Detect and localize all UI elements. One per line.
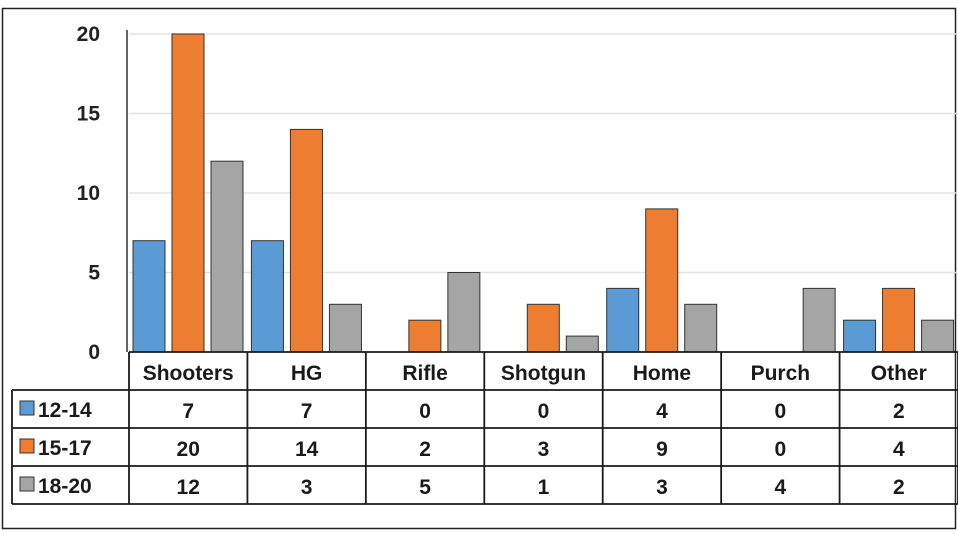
y-axis: 0 5 10 15 20 (77, 23, 128, 364)
table-cell-value: 4 (775, 476, 787, 499)
bar (171, 33, 205, 353)
bar (289, 128, 323, 353)
legend-key (19, 438, 35, 454)
bar (328, 303, 362, 353)
table-cell-value: 3 (538, 438, 550, 461)
category-label: Shooters (143, 362, 234, 385)
data-table: Shooters HG Rifle Shotgun Home Purch Other 12-1… (11, 351, 958, 505)
table-cell-value: 0 (775, 438, 787, 461)
table-cell-value: 2 (893, 476, 905, 499)
table-cell-value: 1 (538, 476, 550, 499)
bar (447, 272, 481, 353)
legend-key (19, 476, 35, 492)
table-cell-value: 3 (656, 476, 668, 499)
y-tick-label: 20 (77, 23, 100, 46)
y-tick-label: 15 (77, 103, 101, 126)
bar (132, 240, 166, 353)
legend-key (19, 400, 35, 416)
table-cell-value: 14 (295, 438, 319, 461)
table-cell-value: 20 (177, 438, 200, 461)
table-cell-value: 0 (775, 400, 787, 423)
y-tick-label: 5 (88, 262, 100, 285)
table-cell-value: 7 (301, 400, 313, 423)
table-cell-value: 9 (656, 438, 668, 461)
category-label: Other (871, 362, 927, 385)
bar (882, 287, 916, 353)
table-cell-value: 12 (177, 476, 200, 499)
table-cell-value: 4 (893, 438, 905, 461)
chart-border (1, 7, 957, 530)
bar (684, 303, 718, 353)
table-cell-value: 0 (538, 400, 550, 423)
table-cell-value: 7 (182, 400, 194, 423)
bar (250, 240, 284, 353)
category-label: Shotgun (501, 362, 586, 385)
series-label: 15-17 (38, 437, 92, 460)
category-label: Rifle (402, 362, 448, 385)
series-label: 18-20 (38, 475, 92, 498)
table-cell-value: 2 (893, 400, 905, 423)
category-label: Purch (751, 362, 811, 385)
bar (526, 303, 560, 353)
y-tick-label: 10 (77, 182, 100, 205)
bars (132, 33, 955, 353)
bar (606, 287, 640, 353)
bar (802, 287, 836, 353)
series-label: 12-14 (38, 399, 92, 422)
table-cell-value: 3 (301, 476, 313, 499)
table-cell-value: 4 (656, 400, 668, 423)
table-cell-value: 0 (419, 400, 431, 423)
category-label: Home (633, 362, 691, 385)
table-cell-value: 2 (419, 438, 431, 461)
gridlines (129, 33, 958, 274)
bar (408, 319, 442, 353)
bar (645, 208, 679, 353)
category-label: HG (291, 362, 323, 385)
y-tick-label: 0 (88, 341, 100, 364)
bar (843, 319, 877, 353)
bar (921, 319, 955, 353)
table-cell-value: 5 (419, 476, 431, 499)
bar (210, 160, 244, 353)
bar (565, 335, 599, 353)
